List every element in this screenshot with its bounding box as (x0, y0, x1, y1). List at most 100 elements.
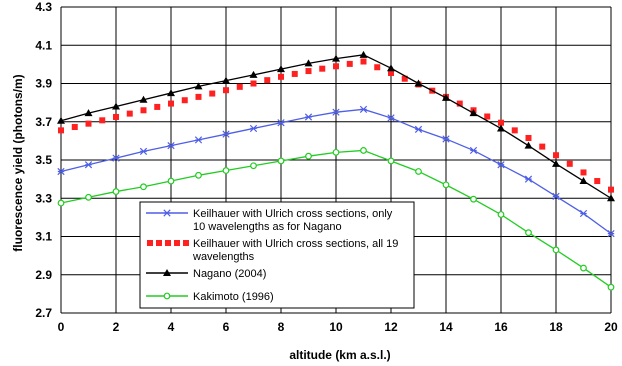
legend-label: Kakimoto (1996) (193, 291, 274, 303)
data-point (388, 69, 394, 76)
y-tick-label: 2.9 (35, 268, 52, 282)
data-point (249, 70, 258, 78)
data-point (332, 148, 340, 156)
data-point (608, 186, 614, 193)
data-point (194, 136, 203, 144)
data-point (607, 283, 615, 291)
x-axis-label: altitude (km a.s.l.) (289, 348, 390, 362)
x-tick-label: 20 (604, 320, 618, 334)
data-point (387, 64, 395, 72)
data-point (442, 93, 450, 101)
y-tick-label: 4.1 (35, 38, 52, 52)
data-point (250, 162, 257, 170)
data-point (85, 120, 92, 127)
data-point (264, 77, 271, 84)
data-point (594, 178, 601, 185)
data-point (333, 63, 339, 70)
data-point (139, 95, 148, 103)
data-point (277, 119, 285, 127)
data-point (126, 110, 133, 117)
data-point (552, 192, 560, 200)
series-3 (57, 50, 615, 202)
data-point (607, 194, 615, 202)
data-point (57, 199, 65, 207)
data-point (163, 209, 171, 217)
data-point (58, 127, 64, 134)
data-point (291, 70, 298, 77)
data-point (304, 59, 313, 67)
data-point (470, 195, 477, 203)
data-point (154, 103, 161, 110)
data-point (304, 113, 313, 121)
data-point (524, 141, 533, 149)
data-point (84, 161, 93, 169)
y-tick-label: 3.1 (35, 230, 52, 244)
legend-entry-1: Keilhauer with Ulrich cross sections, on… (146, 208, 393, 233)
x-tick-label: 14 (439, 320, 453, 334)
data-point (249, 124, 258, 133)
series-lines (57, 50, 615, 291)
data-point (71, 124, 78, 131)
data-point (346, 60, 353, 67)
data-point (181, 97, 188, 104)
data-point (484, 113, 491, 120)
x-tick-label: 16 (494, 320, 508, 334)
data-point (140, 107, 147, 114)
data-point (553, 152, 559, 159)
data-point (163, 269, 171, 276)
data-point (165, 240, 171, 246)
data-point (167, 142, 175, 150)
data-point (278, 73, 284, 80)
data-point (401, 75, 408, 82)
data-point (469, 109, 478, 117)
y-tick-label: 4.3 (35, 0, 52, 14)
data-point (163, 292, 171, 300)
data-point (566, 160, 573, 167)
data-point (168, 100, 174, 107)
y-axis-label: fluorescence yield (photons/m) (11, 74, 25, 251)
data-point (552, 159, 560, 167)
data-point (332, 108, 340, 116)
data-point (498, 119, 504, 126)
x-tick-label: 10 (329, 320, 343, 334)
data-point (374, 64, 381, 71)
data-point (147, 240, 153, 246)
data-point (174, 240, 180, 246)
data-point (359, 50, 368, 58)
data-point (414, 79, 423, 87)
x-tick-label: 18 (549, 320, 563, 334)
y-tick-label: 3.3 (35, 191, 52, 205)
data-point (414, 125, 423, 134)
data-point (57, 116, 65, 124)
data-point (112, 188, 120, 195)
data-point (607, 230, 615, 238)
data-point (360, 58, 367, 65)
series-4 (57, 147, 615, 291)
data-point (580, 264, 587, 272)
data-point (580, 169, 587, 176)
data-point (579, 209, 588, 218)
data-point (112, 102, 120, 110)
data-point (387, 114, 395, 122)
x-tick-label: 8 (278, 320, 285, 334)
y-tick-label: 3.5 (35, 153, 52, 167)
data-point (277, 65, 285, 73)
x-tick-label: 2 (113, 320, 120, 334)
x-tick-label: 12 (384, 320, 398, 334)
data-point (469, 146, 478, 155)
data-point (552, 246, 560, 254)
data-point (305, 152, 312, 160)
data-point (183, 240, 189, 246)
y-tick-label: 3.7 (35, 115, 52, 129)
data-point (539, 143, 546, 150)
series-1 (57, 105, 615, 238)
data-point (579, 177, 588, 185)
data-point (113, 113, 119, 120)
legend: Keilhauer with Ulrich cross sections, on… (139, 201, 415, 309)
x-tick-label: 0 (58, 320, 65, 334)
data-point (195, 171, 202, 179)
data-point (84, 109, 93, 117)
tick-labels: 0 2 4 6 8 10 12 14 16 18 20 2.7 2.9 3.1 3.3 3.5 3.7 3.9 4.… (35, 0, 618, 334)
data-point (359, 105, 368, 113)
legend-box (139, 201, 415, 309)
